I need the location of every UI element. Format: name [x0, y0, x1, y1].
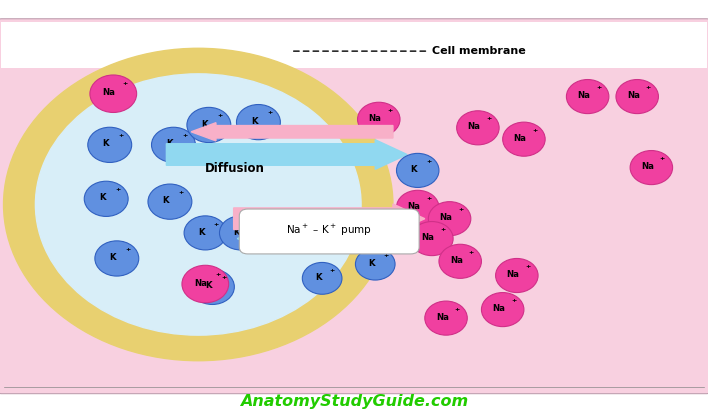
Text: K: K — [110, 253, 116, 262]
Text: +: + — [486, 117, 491, 121]
Text: Diffusion: Diffusion — [205, 162, 266, 175]
Circle shape — [496, 258, 538, 292]
Text: K: K — [315, 273, 322, 282]
Circle shape — [152, 127, 195, 162]
Circle shape — [503, 122, 545, 156]
Text: Na: Na — [440, 213, 452, 222]
Text: +: + — [215, 272, 220, 277]
Text: +: + — [115, 187, 120, 192]
Text: Na: Na — [408, 202, 421, 211]
Text: +: + — [178, 190, 184, 195]
Circle shape — [148, 184, 192, 219]
Text: AnatomyStudyGuide.com: AnatomyStudyGuide.com — [240, 394, 468, 409]
Circle shape — [425, 301, 467, 335]
Text: Na: Na — [641, 162, 654, 171]
FancyBboxPatch shape — [239, 209, 419, 254]
Text: Na: Na — [514, 134, 527, 143]
Circle shape — [219, 216, 262, 250]
Text: +: + — [217, 113, 223, 118]
Text: +: + — [458, 207, 463, 212]
Text: +: + — [221, 275, 227, 280]
FancyArrow shape — [237, 229, 418, 248]
Text: +: + — [118, 133, 124, 138]
Circle shape — [302, 263, 342, 294]
Text: K: K — [234, 227, 240, 236]
Text: Na: Na — [627, 91, 640, 100]
Text: Na$\mathregular{^+}$ – K$\mathregular{^+}$ pump: Na$\mathregular{^+}$ – K$\mathregular{^+… — [286, 223, 372, 238]
Circle shape — [439, 244, 481, 279]
Text: +: + — [122, 81, 128, 86]
FancyArrow shape — [191, 123, 393, 141]
Text: K: K — [368, 259, 375, 268]
Text: Na: Na — [493, 304, 506, 313]
Text: K: K — [198, 227, 205, 236]
Circle shape — [396, 190, 439, 225]
Circle shape — [616, 79, 658, 114]
Text: +: + — [426, 196, 431, 201]
Circle shape — [481, 292, 524, 327]
Circle shape — [182, 265, 229, 303]
Text: +: + — [532, 128, 537, 133]
Circle shape — [90, 75, 137, 112]
Text: K: K — [411, 165, 417, 174]
Text: K: K — [202, 119, 208, 128]
Text: K: K — [163, 196, 169, 205]
Circle shape — [630, 151, 673, 184]
Text: +: + — [426, 159, 431, 164]
FancyArrow shape — [234, 204, 425, 234]
FancyBboxPatch shape — [0, 19, 708, 393]
Text: Na: Na — [103, 88, 115, 97]
Circle shape — [396, 153, 439, 187]
Text: +: + — [469, 250, 474, 255]
FancyArrow shape — [166, 140, 407, 169]
Text: +: + — [383, 253, 388, 258]
Text: Na: Na — [369, 114, 382, 123]
Text: K: K — [99, 193, 105, 202]
Text: +: + — [214, 222, 219, 227]
Bar — [1, 22, 707, 68]
Text: K: K — [251, 117, 258, 126]
Circle shape — [184, 216, 227, 250]
Circle shape — [457, 111, 499, 145]
Text: +: + — [440, 227, 445, 232]
Text: +: + — [646, 85, 651, 90]
Text: Na: Na — [422, 233, 435, 242]
Text: +: + — [387, 108, 392, 113]
Text: K: K — [103, 139, 109, 148]
Text: K: K — [205, 281, 212, 290]
Text: +: + — [267, 110, 273, 115]
Text: Na: Na — [578, 91, 590, 100]
Text: Na: Na — [468, 122, 481, 131]
Circle shape — [236, 105, 280, 140]
Circle shape — [35, 74, 361, 335]
Circle shape — [190, 269, 234, 304]
Circle shape — [84, 181, 128, 216]
Text: Cell membrane: Cell membrane — [432, 46, 525, 56]
Circle shape — [358, 102, 400, 136]
Circle shape — [566, 79, 609, 114]
Text: +: + — [182, 133, 188, 138]
Circle shape — [428, 202, 471, 236]
Text: +: + — [660, 156, 665, 161]
Text: +: + — [249, 222, 254, 227]
Text: Na: Na — [195, 279, 207, 288]
Text: Na: Na — [507, 270, 520, 279]
Circle shape — [4, 48, 393, 361]
Text: Na: Na — [436, 313, 449, 322]
Text: +: + — [596, 85, 601, 90]
Circle shape — [355, 248, 395, 280]
Circle shape — [95, 241, 139, 276]
Text: +: + — [511, 298, 516, 303]
Text: +: + — [330, 267, 335, 272]
Circle shape — [187, 108, 231, 143]
Circle shape — [411, 222, 453, 256]
Text: K: K — [166, 139, 173, 148]
Text: +: + — [455, 307, 459, 312]
Text: Na: Na — [450, 256, 463, 265]
Text: +: + — [525, 264, 530, 269]
Text: +: + — [125, 247, 131, 252]
Circle shape — [88, 127, 132, 162]
